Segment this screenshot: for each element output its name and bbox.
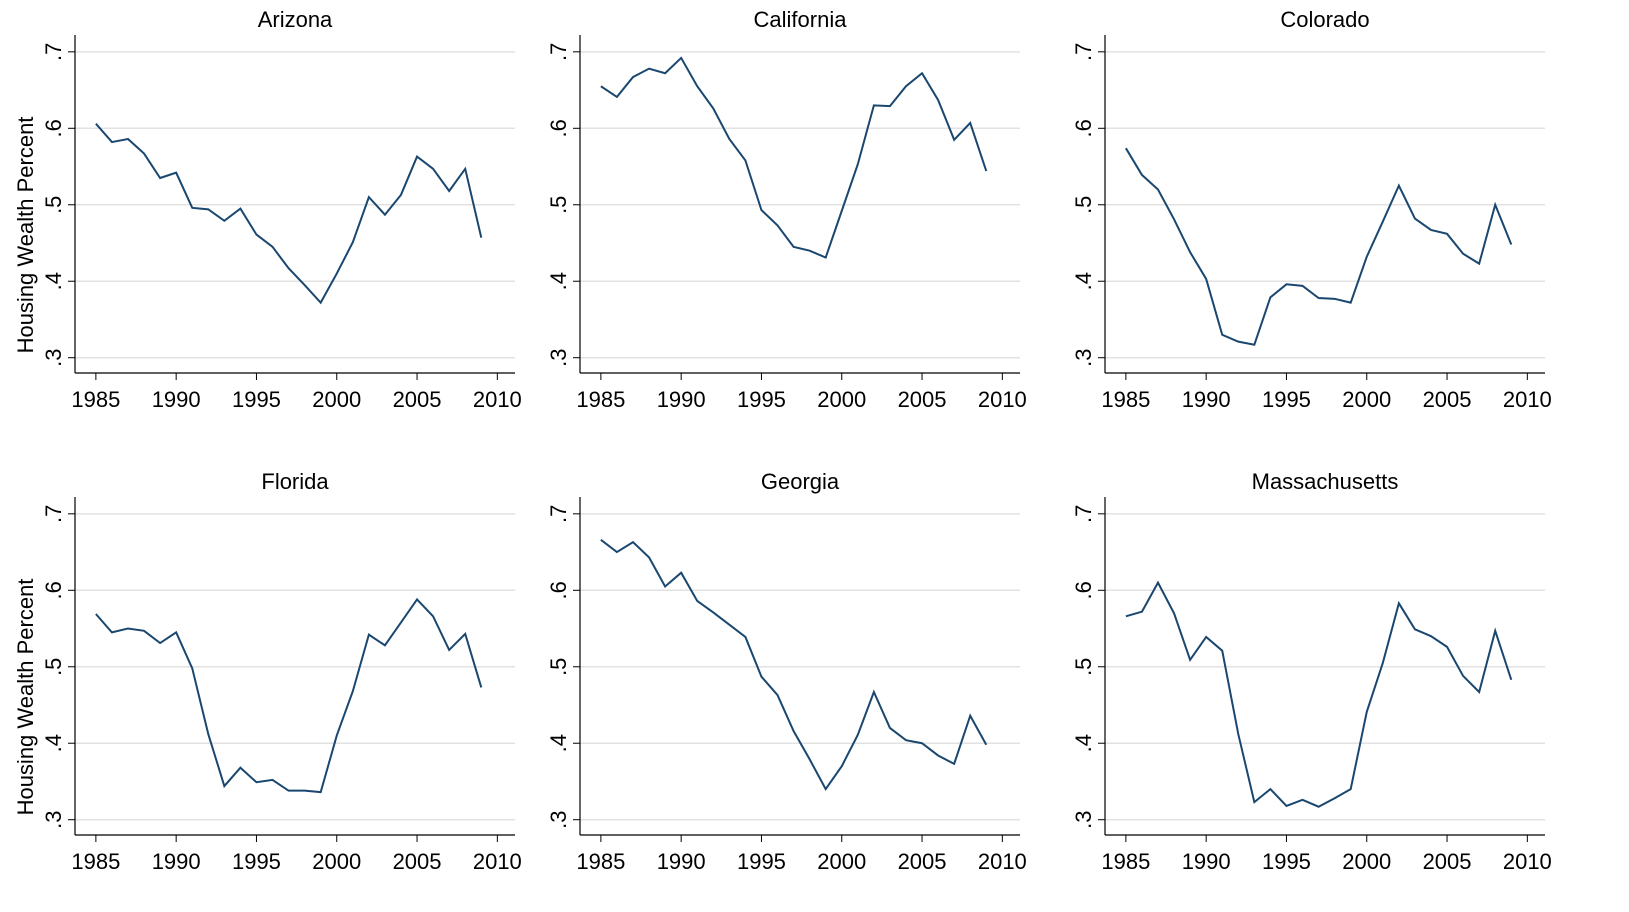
x-tick-label: 2010 <box>473 387 522 412</box>
x-tick-label: 2005 <box>898 387 947 412</box>
data-line <box>1125 147 1513 346</box>
x-tick-label: 1995 <box>232 387 281 412</box>
x-tick-label: 2000 <box>1342 849 1391 874</box>
y-tick-label: .6 <box>546 119 571 137</box>
x-tick-label: 2000 <box>312 849 361 874</box>
panel-title: Colorado <box>1280 7 1369 32</box>
x-tick-label: 1990 <box>152 387 201 412</box>
x-tick-label: 2005 <box>393 849 442 874</box>
x-tick-label: 1990 <box>152 849 201 874</box>
y-tick-label: .4 <box>1071 734 1096 752</box>
y-tick-label: .5 <box>41 658 66 676</box>
panel-title: Massachusetts <box>1252 469 1399 494</box>
y-tick-label: .4 <box>546 272 571 290</box>
y-tick-label: .4 <box>1071 272 1096 290</box>
x-tick-label: 1985 <box>71 849 120 874</box>
x-tick-label: 1990 <box>1182 849 1231 874</box>
y-tick-label: .6 <box>546 581 571 599</box>
x-tick-label: 1985 <box>71 387 120 412</box>
y-tick-label: .5 <box>546 658 571 676</box>
data-line <box>600 56 988 259</box>
y-tick-label: .6 <box>1071 581 1096 599</box>
y-tick-label: .5 <box>1071 196 1096 214</box>
x-tick-label: 1995 <box>232 849 281 874</box>
y-tick-label: .3 <box>41 349 66 367</box>
y-tick-label: .3 <box>1071 811 1096 829</box>
x-tick-label: 1995 <box>1262 849 1311 874</box>
y-tick-label: .3 <box>41 811 66 829</box>
y-tick-label: .6 <box>41 581 66 599</box>
x-tick-label: 2000 <box>817 849 866 874</box>
y-axis-label: Housing Wealth Percent <box>13 579 38 816</box>
x-tick-label: 2005 <box>1423 387 1472 412</box>
x-tick-label: 1990 <box>1182 387 1231 412</box>
x-tick-label: 1995 <box>737 849 786 874</box>
x-tick-label: 1985 <box>576 387 625 412</box>
y-tick-label: .6 <box>1071 119 1096 137</box>
y-tick-label: .6 <box>41 119 66 137</box>
x-tick-label: 1985 <box>1101 849 1150 874</box>
x-tick-label: 1990 <box>657 387 706 412</box>
y-tick-label: .4 <box>41 734 66 752</box>
y-tick-label: .7 <box>1071 505 1096 523</box>
panel-title: Georgia <box>761 469 840 494</box>
x-tick-label: 2000 <box>312 387 361 412</box>
y-tick-label: .3 <box>546 811 571 829</box>
y-tick-label: .5 <box>41 196 66 214</box>
x-tick-label: 2010 <box>1503 387 1552 412</box>
x-tick-label: 1995 <box>1262 387 1311 412</box>
y-tick-label: .5 <box>1071 658 1096 676</box>
x-tick-label: 2010 <box>978 387 1027 412</box>
x-tick-label: 2010 <box>1503 849 1552 874</box>
y-tick-label: .3 <box>1071 349 1096 367</box>
panel-title: Arizona <box>258 7 333 32</box>
panel-title: Florida <box>261 469 329 494</box>
y-tick-label: .7 <box>546 505 571 523</box>
data-line <box>95 597 483 794</box>
x-tick-label: 2010 <box>978 849 1027 874</box>
x-tick-label: 2010 <box>473 849 522 874</box>
x-tick-label: 1985 <box>1101 387 1150 412</box>
data-line <box>95 123 483 305</box>
data-line <box>600 539 988 792</box>
y-tick-label: .7 <box>41 43 66 61</box>
x-tick-label: 2005 <box>1423 849 1472 874</box>
x-tick-label: 1995 <box>737 387 786 412</box>
x-tick-label: 2000 <box>817 387 866 412</box>
data-line <box>1125 580 1513 808</box>
x-tick-label: 2000 <box>1342 387 1391 412</box>
x-tick-label: 1985 <box>576 849 625 874</box>
y-tick-label: .7 <box>546 43 571 61</box>
y-tick-label: .7 <box>1071 43 1096 61</box>
y-tick-label: .4 <box>41 272 66 290</box>
y-axis-label: Housing Wealth Percent <box>13 117 38 354</box>
panel-title: California <box>754 7 848 32</box>
y-tick-label: .4 <box>546 734 571 752</box>
y-tick-label: .7 <box>41 505 66 523</box>
x-tick-label: 1990 <box>657 849 706 874</box>
x-tick-label: 2005 <box>898 849 947 874</box>
x-tick-label: 2005 <box>393 387 442 412</box>
y-tick-label: .5 <box>546 196 571 214</box>
y-tick-label: .3 <box>546 349 571 367</box>
